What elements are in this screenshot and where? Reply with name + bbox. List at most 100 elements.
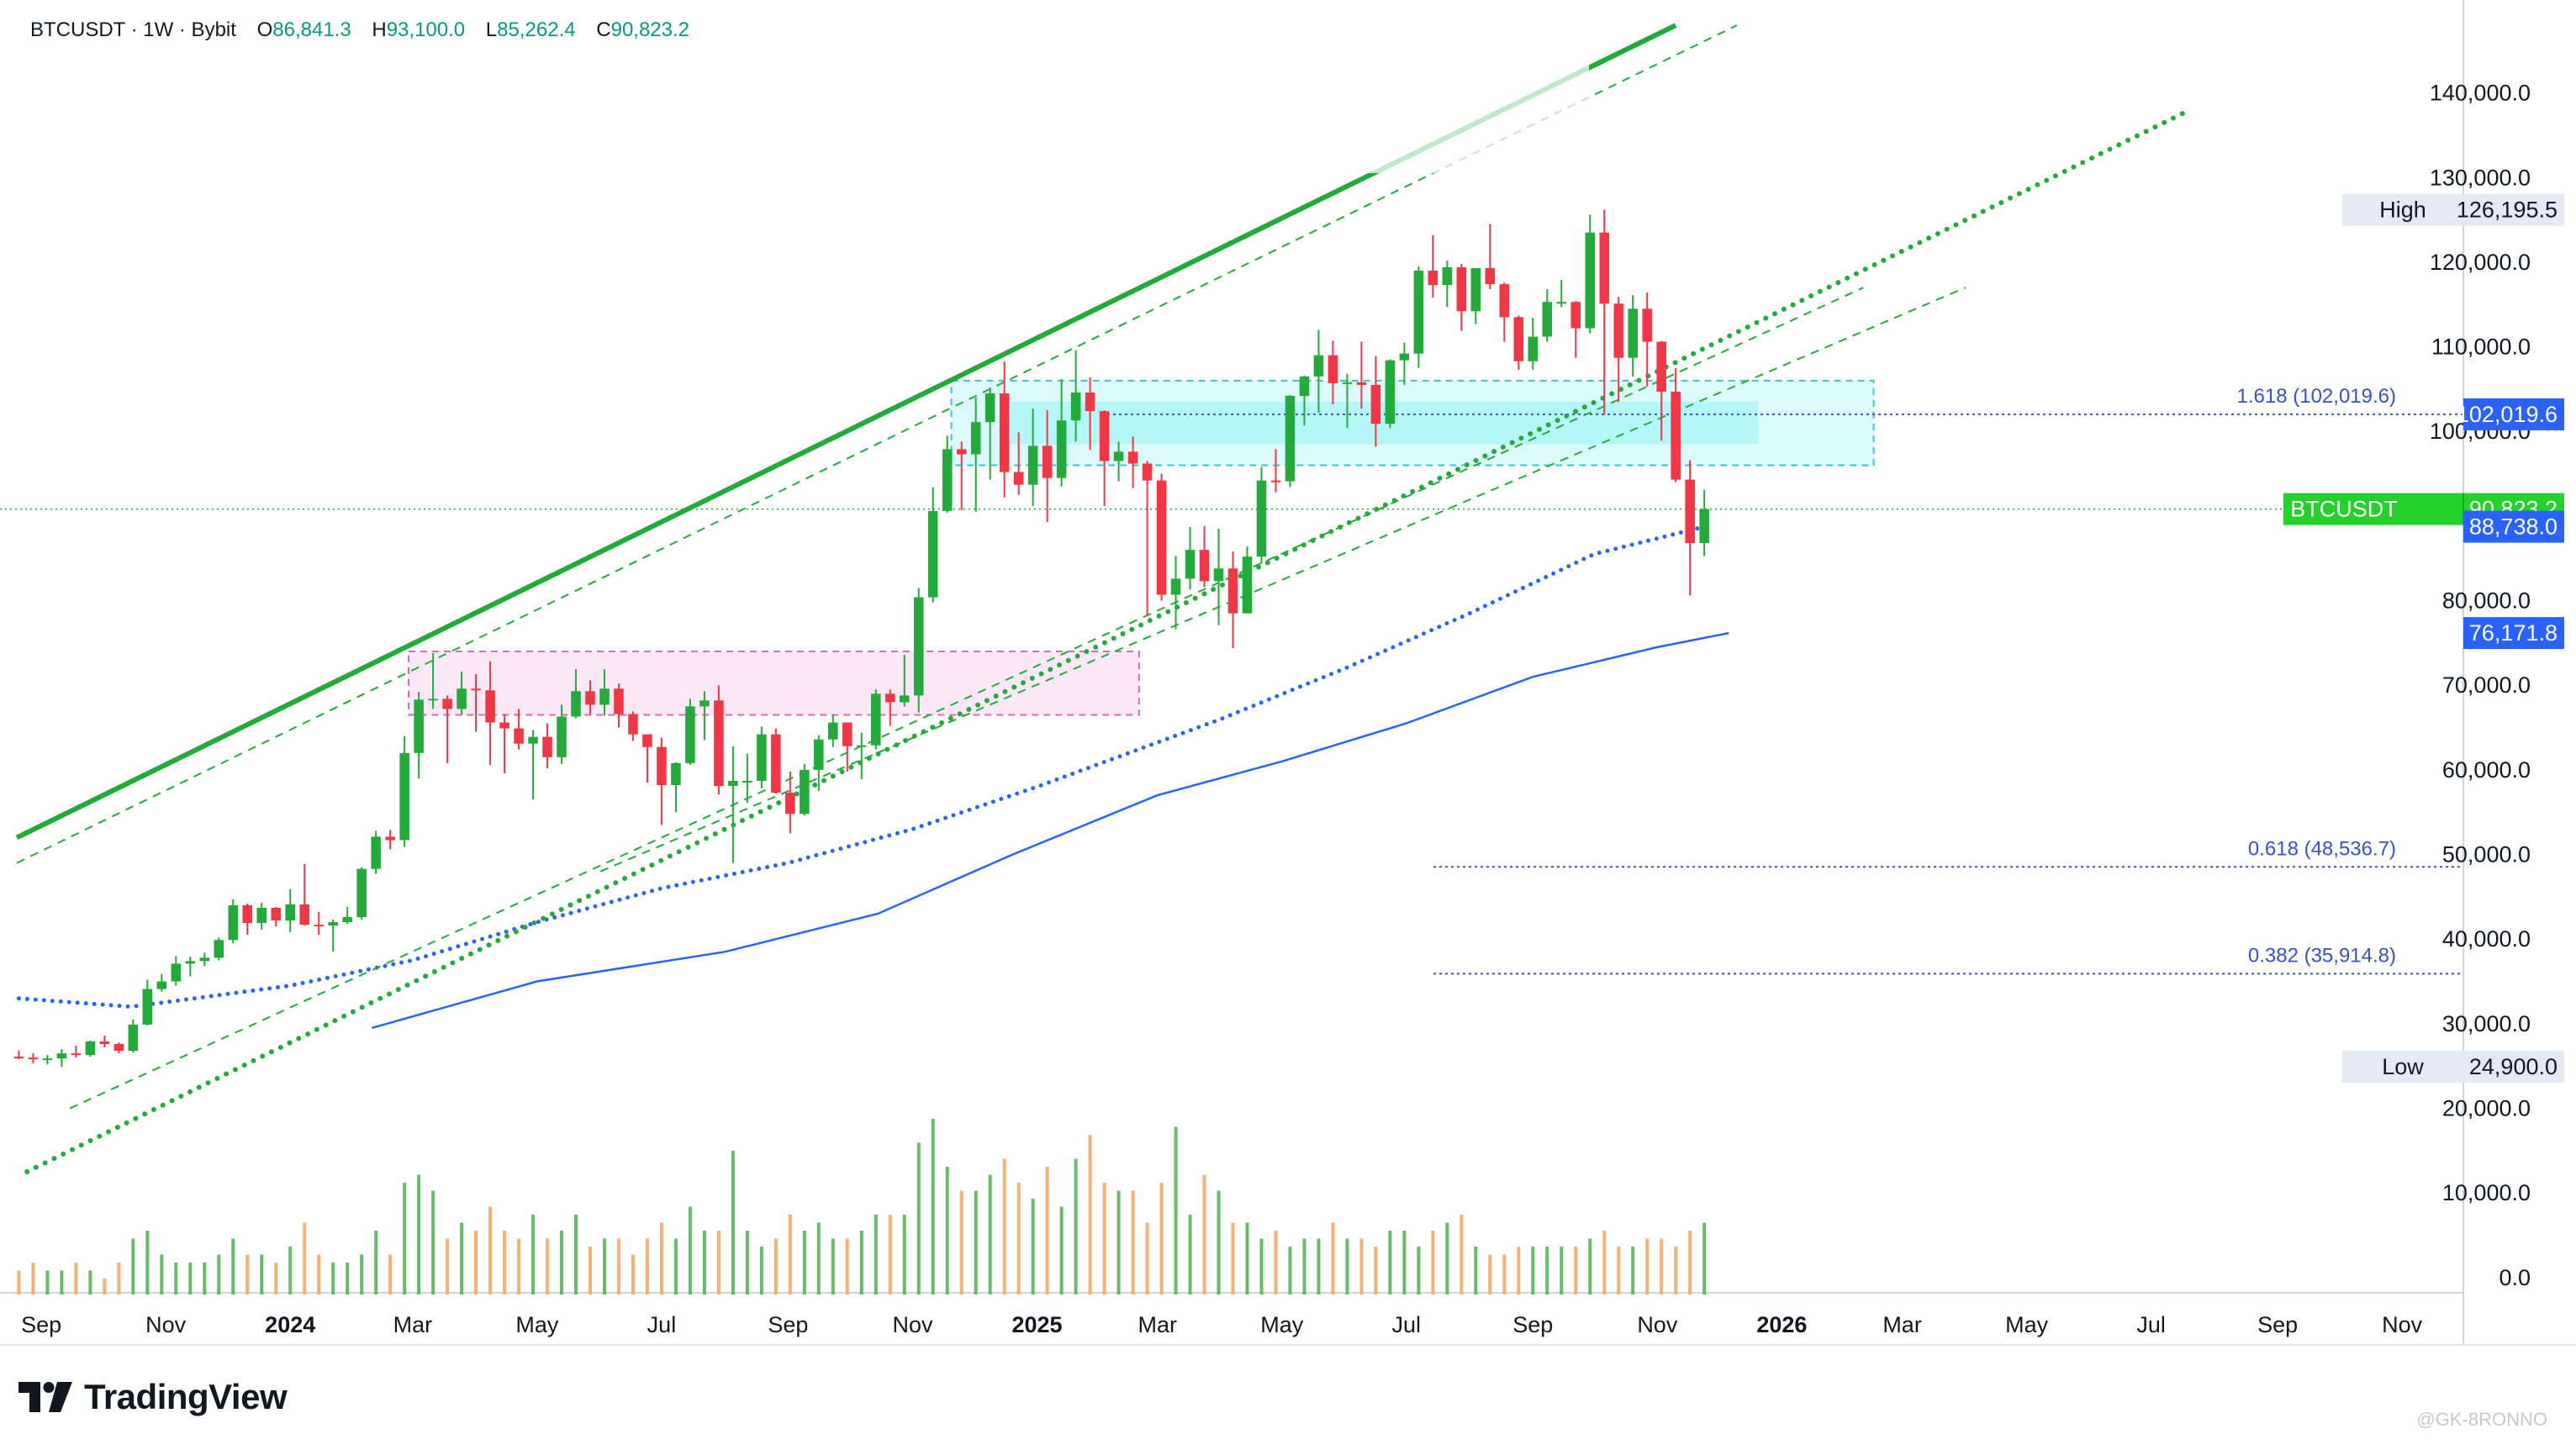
candle-body: [1485, 267, 1496, 285]
price-tag-value-bg: [2463, 1051, 2564, 1084]
candle-body: [156, 981, 167, 989]
legend-symbol[interactable]: BTCUSDT · 1W · Bybit: [30, 18, 236, 41]
volume-bar: [988, 1174, 992, 1294]
candle-body: [1671, 391, 1681, 480]
time-axis-tick: Sep: [768, 1312, 808, 1337]
time-axis-tick: Jul: [647, 1312, 677, 1337]
volume-bar: [1617, 1247, 1621, 1294]
price-tag-label-bg: [2342, 1051, 2463, 1084]
time-axis-tick: Nov: [1637, 1312, 1678, 1337]
candle-body: [1127, 451, 1138, 464]
candle-body: [385, 836, 395, 841]
legend-close-label: C: [596, 18, 611, 41]
candle-body: [1442, 266, 1453, 286]
candle-body: [1628, 308, 1638, 358]
candle-body: [285, 904, 295, 921]
volume-bar: [460, 1222, 464, 1294]
volume-bar: [488, 1206, 493, 1294]
candle-body: [457, 688, 467, 709]
candle-body: [1199, 550, 1210, 582]
volume-bar: [1145, 1222, 1149, 1294]
price-tag-bg: [2463, 510, 2564, 543]
legend-close-value: 90,823.2: [610, 18, 690, 41]
price-axis-tick: 140,000.0: [2430, 81, 2531, 106]
candle-body: [199, 957, 210, 962]
candle-body: [1227, 568, 1238, 614]
price-tag-label: High: [2379, 198, 2426, 223]
candle-body: [1599, 232, 1609, 304]
volume-bar: [417, 1174, 421, 1294]
candle-body: [757, 734, 767, 781]
volume-bar: [888, 1215, 892, 1294]
candle-body: [371, 836, 381, 869]
time-axis-tick: 2024: [265, 1312, 315, 1337]
volume-bar: [974, 1190, 978, 1294]
volume-bar: [1074, 1158, 1078, 1294]
volume-bar: [531, 1215, 536, 1294]
volume-bar: [1317, 1238, 1321, 1294]
candle-body: [256, 907, 267, 924]
time-axis-tick: Jul: [1392, 1312, 1422, 1337]
time-axis-tick: Jul: [2136, 1312, 2166, 1337]
image-watermark: @GK-8RONNO: [2416, 1409, 2547, 1430]
volume-bar: [1016, 1183, 1021, 1294]
time-axis-tick: Mar: [393, 1312, 433, 1337]
candle-body: [557, 716, 567, 757]
price-axis-tick: 40,000.0: [2442, 926, 2531, 952]
candle-body: [771, 734, 781, 794]
time-axis-tick: 2025: [1011, 1312, 1062, 1337]
blur-overlay: [841, 24, 1589, 173]
volume-bar: [117, 1263, 121, 1294]
candle-body: [1570, 302, 1581, 329]
time-axis-tick: May: [1260, 1312, 1304, 1337]
fib-level-label: 0.618 (48,536.7): [2248, 837, 2396, 860]
volume-bar: [260, 1254, 264, 1294]
volume-bar: [645, 1238, 649, 1294]
volume-bar: [1502, 1254, 1507, 1294]
volume-bar: [1031, 1199, 1035, 1294]
candle-body: [485, 690, 495, 723]
candle-body: [571, 691, 581, 717]
candle-body: [1013, 472, 1024, 485]
candle-body: [1356, 382, 1367, 385]
candle-body: [1642, 308, 1652, 342]
volume-bar: [688, 1206, 692, 1294]
volume-bar: [1431, 1231, 1435, 1294]
candle-body: [299, 904, 309, 925]
candle-body: [671, 762, 681, 786]
price-axis-tick: 130,000.0: [2430, 165, 2531, 190]
candle-body: [542, 736, 552, 757]
tradingview-brand[interactable]: TradingView: [18, 1372, 288, 1422]
candle-body: [1027, 446, 1038, 485]
price-axis-tick: 110,000.0: [2431, 335, 2531, 360]
candle-body: [356, 868, 367, 918]
candle-body: [1242, 556, 1253, 614]
time-axis-tick: Mar: [1882, 1312, 1922, 1337]
fib-level-label: 1.618 (102,019.6): [2237, 385, 2396, 408]
volume-bar: [1202, 1174, 1206, 1294]
volume-bar: [1588, 1238, 1592, 1294]
candle-body: [785, 793, 795, 815]
candle-body: [657, 746, 667, 786]
symbol-legend: BTCUSDT · 1W · Bybit O86,841.3 H93,100.0…: [30, 18, 705, 42]
volume-bar: [331, 1263, 335, 1294]
volume-bar: [403, 1183, 407, 1294]
candle-body: [528, 736, 538, 744]
volume-bar: [1445, 1222, 1449, 1294]
candle-body: [699, 700, 710, 707]
candle-body: [242, 904, 253, 924]
candle-body: [728, 780, 738, 787]
volume-bar: [131, 1238, 135, 1294]
price-tag-bg: [2463, 398, 2564, 430]
volume-bar: [203, 1263, 207, 1294]
candle-body: [499, 722, 509, 729]
candle-body: [956, 449, 967, 455]
candle-body: [1270, 480, 1281, 482]
candle-body: [1613, 303, 1623, 358]
volume-bar: [31, 1263, 35, 1294]
price-axis-tick: 30,000.0: [2442, 1011, 2531, 1036]
candle-body: [1113, 451, 1124, 461]
price-axis-tick: 20,000.0: [2442, 1096, 2531, 1121]
